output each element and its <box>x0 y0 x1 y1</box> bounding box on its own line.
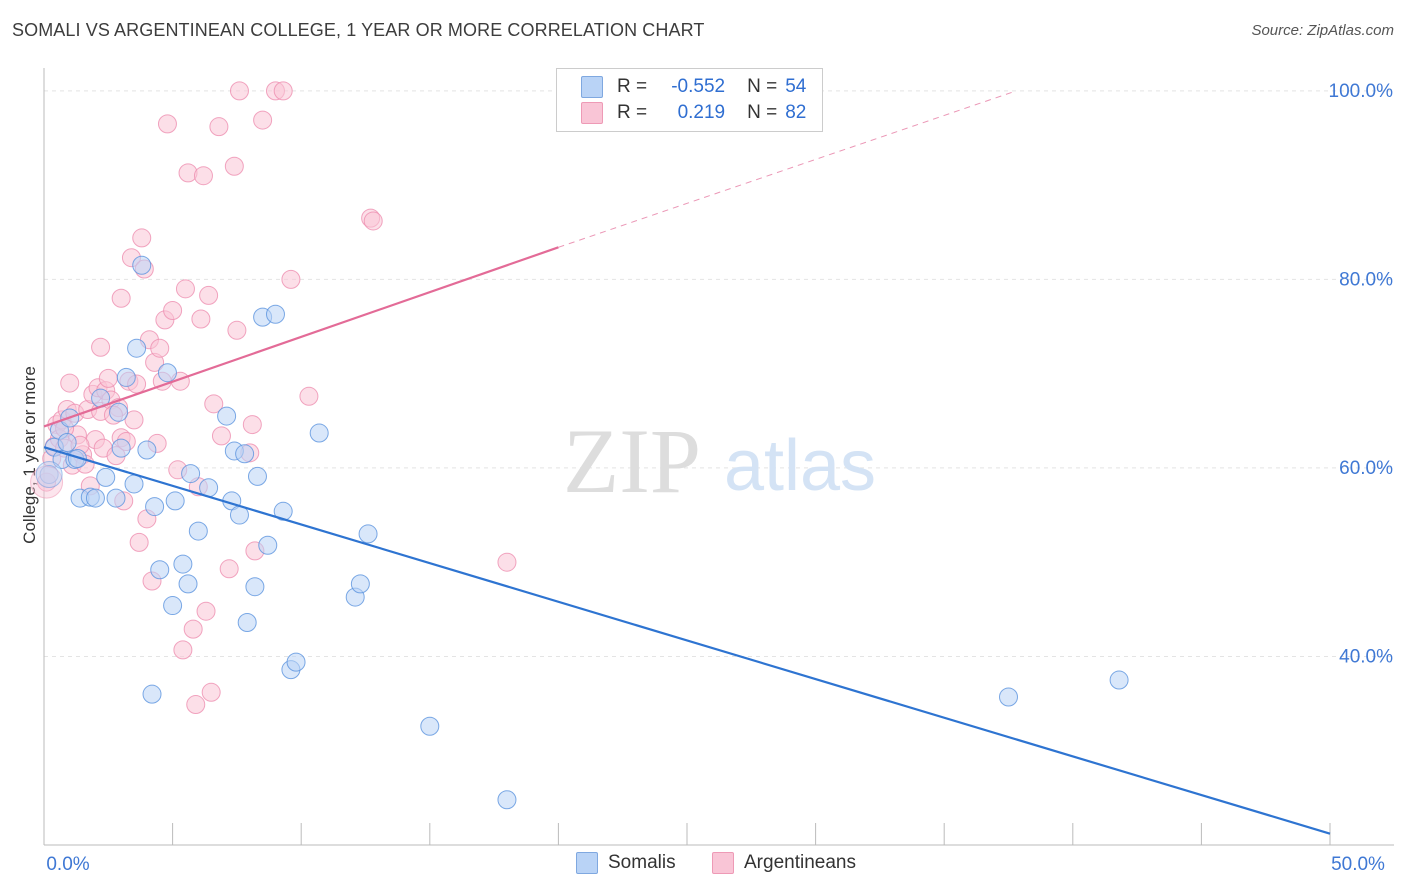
bottom-legend-argentinean: Argentineans <box>712 852 856 874</box>
somali-point <box>166 492 184 510</box>
bottom-legend-somali: Somalis <box>576 852 676 874</box>
argentinean-point <box>202 683 220 701</box>
argentinean-n-value: 82 <box>785 102 806 124</box>
argentinean-point <box>230 82 248 100</box>
watermark-atlas: atlas <box>724 426 876 506</box>
x-tick-label-min: 0.0% <box>46 854 89 875</box>
somali-point <box>351 575 369 593</box>
somali-point <box>164 597 182 615</box>
somali-point <box>259 536 277 554</box>
somali-point <box>359 525 377 543</box>
argentinean-point <box>174 641 192 659</box>
somali-point-large <box>36 462 62 488</box>
somali-point <box>58 433 76 451</box>
somali-swatch <box>581 76 603 98</box>
watermark: ZIP atlas <box>563 410 876 512</box>
argentinean-point <box>254 111 272 129</box>
bottom-argentinean-label: Argentineans <box>744 852 856 874</box>
argentinean-n-label: N = <box>747 102 777 124</box>
somali-point <box>117 368 135 386</box>
argentinean-point <box>179 164 197 182</box>
somali-point <box>498 791 516 809</box>
somali-point <box>125 475 143 493</box>
somali-point <box>146 498 164 516</box>
somali-n-label: N = <box>747 76 777 98</box>
argentinean-point <box>176 280 194 298</box>
argentinean-swatch <box>581 102 603 124</box>
argentinean-point <box>300 387 318 405</box>
argentinean-point <box>151 339 169 357</box>
somali-n-value: 54 <box>785 76 806 98</box>
argentinean-point <box>498 553 516 571</box>
y-tick-label: 60.0% <box>1339 458 1393 479</box>
grid-lines <box>44 91 1394 657</box>
argentinean-point <box>274 82 292 100</box>
somali-point <box>138 441 156 459</box>
somali-point <box>238 614 256 632</box>
somali-point <box>246 578 264 596</box>
argentinean-point <box>184 620 202 638</box>
somali-point <box>189 522 207 540</box>
argentinean-point <box>243 416 261 434</box>
argentinean-point <box>212 427 230 445</box>
somali-point <box>112 439 130 457</box>
argentinean-point <box>200 286 218 304</box>
argentinean-point <box>112 289 130 307</box>
somali-point <box>421 717 439 735</box>
somali-point <box>218 407 236 425</box>
argentinean-point <box>99 369 117 387</box>
y-tick-label: 80.0% <box>1339 269 1393 290</box>
somali-point <box>1110 671 1128 689</box>
bottom-argentinean-swatch <box>712 852 734 874</box>
argentinean-point <box>220 560 238 578</box>
somali-r-label: R = <box>617 76 647 98</box>
x-tick-label-max: 50.0% <box>1331 854 1385 875</box>
somali-point <box>310 424 328 442</box>
somali-point <box>97 468 115 486</box>
correlation-legend: R = -0.552 N = 54 R = 0.219 N = 82 <box>556 68 823 132</box>
somali-point <box>174 555 192 573</box>
argentinean-point <box>92 338 110 356</box>
argentinean-point <box>364 212 382 230</box>
argentinean-point <box>225 157 243 175</box>
argentinean-point <box>130 533 148 551</box>
somali-point <box>182 465 200 483</box>
argentinean-point <box>158 115 176 133</box>
somali-point <box>151 561 169 579</box>
argentinean-point <box>210 118 228 136</box>
somali-point <box>266 305 284 323</box>
argentinean-point <box>282 270 300 288</box>
argentinean-point <box>197 602 215 620</box>
bottom-somali-label: Somalis <box>608 852 676 874</box>
bottom-somali-swatch <box>576 852 598 874</box>
argentinean-point <box>194 167 212 185</box>
argentinean-r-value: 0.219 <box>647 102 725 124</box>
argentinean-point <box>61 374 79 392</box>
watermark-zip: ZIP <box>563 410 701 512</box>
argentinean-point <box>133 229 151 247</box>
somali-point <box>133 256 151 274</box>
argentinean-point <box>187 696 205 714</box>
somali-r-value: -0.552 <box>647 76 725 98</box>
argentinean-point <box>164 301 182 319</box>
argentinean-point <box>192 310 210 328</box>
somali-point <box>1000 688 1018 706</box>
y-tick-label: 100.0% <box>1329 81 1394 102</box>
somali-point <box>248 467 266 485</box>
legend-row-argentinean: R = 0.219 N = 82 <box>581 101 806 125</box>
argentinean-point <box>228 321 246 339</box>
argentinean-r-label: R = <box>617 102 647 124</box>
somali-point <box>107 489 125 507</box>
somali-point <box>158 364 176 382</box>
somali-point <box>287 653 305 671</box>
scatter-chart: ZIP atlas 40.0% 60.0% 80.0% 100.0% 0.0% 50.0% <box>0 0 1406 892</box>
legend-row-somali: R = -0.552 N = 54 <box>581 75 806 99</box>
somali-point <box>128 339 146 357</box>
somali-point <box>110 403 128 421</box>
somali-point <box>143 685 161 703</box>
somali-point <box>236 445 254 463</box>
somali-point <box>86 489 104 507</box>
y-tick-label: 40.0% <box>1339 646 1393 667</box>
somali-point <box>179 575 197 593</box>
